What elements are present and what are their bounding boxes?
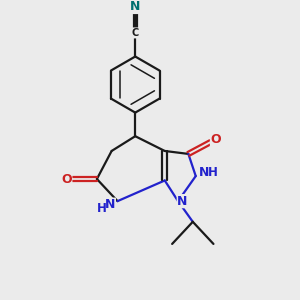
Text: O: O (61, 172, 72, 185)
Text: N: N (177, 195, 188, 208)
Text: H: H (208, 166, 218, 179)
Text: N: N (130, 0, 140, 14)
Text: N: N (105, 198, 115, 211)
Text: H: H (97, 202, 107, 215)
Text: C: C (132, 28, 139, 38)
Text: O: O (211, 133, 221, 146)
Text: N: N (199, 166, 209, 179)
